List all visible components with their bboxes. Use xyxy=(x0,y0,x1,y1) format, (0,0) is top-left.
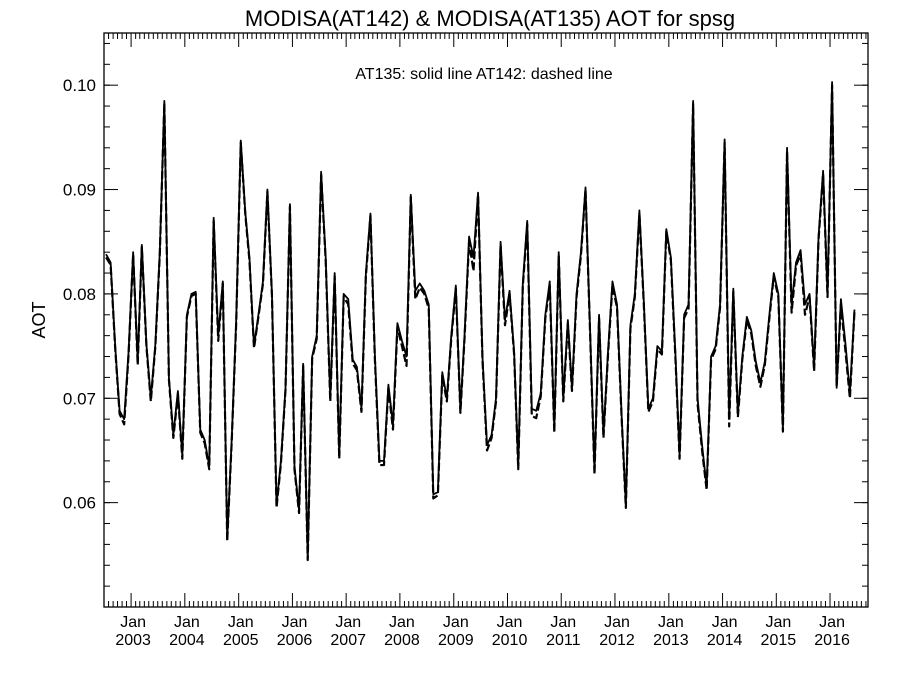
y-tick-labels: 0.06 0.07 0.08 0.09 0.10 xyxy=(63,76,96,512)
x-tick-year-label: 2006 xyxy=(277,632,313,649)
series-line-at142 xyxy=(105,84,856,562)
x-tick-year-label: 2016 xyxy=(814,632,850,649)
y-tick-label: 0.06 xyxy=(63,494,96,513)
y-tick-label: 0.09 xyxy=(63,181,96,200)
x-tick-year-label: 2008 xyxy=(384,632,420,649)
x-tick-month-label: Jan xyxy=(604,614,630,631)
y-tick-label: 0.08 xyxy=(63,285,96,304)
y-tick-label: 0.07 xyxy=(63,389,96,408)
series-legend-annotation: AT135: solid line AT142: dashed line xyxy=(355,66,612,83)
x-tick-month-label: Jan xyxy=(765,614,791,631)
x-tick-year-label: 2010 xyxy=(492,632,528,649)
plot-area-frame xyxy=(103,32,869,608)
axis-ticks xyxy=(104,33,868,608)
x-tick-year-label: 2012 xyxy=(599,632,635,649)
y-axis-label: AOT xyxy=(29,301,49,338)
y-tick-label: 0.10 xyxy=(63,76,96,95)
x-tick-month-label: Jan xyxy=(228,614,254,631)
x-tick-year-label: 2011 xyxy=(546,632,581,649)
x-tick-year-label: 2009 xyxy=(438,632,474,649)
x-tick-year-label: 2003 xyxy=(115,632,151,649)
x-tick-year-label: 2005 xyxy=(223,632,259,649)
x-tick-year-label: 2014 xyxy=(707,632,743,649)
x-tick-month-label: Jan xyxy=(335,614,361,631)
x-tick-labels: Jan2003Jan2004Jan2005Jan2006Jan2007Jan20… xyxy=(115,614,850,649)
x-tick-year-label: 2015 xyxy=(761,632,797,649)
x-tick-year-label: 2013 xyxy=(653,632,689,649)
x-tick-month-label: Jan xyxy=(712,614,738,631)
chart-title: MODISA(AT142) & MODISA(AT135) AOT for sp… xyxy=(245,6,735,31)
x-tick-month-label: Jan xyxy=(174,614,200,631)
x-tick-month-label: Jan xyxy=(819,614,845,631)
x-tick-month-label: Jan xyxy=(497,614,523,631)
x-tick-month-label: Jan xyxy=(282,614,308,631)
x-tick-month-label: Jan xyxy=(550,614,576,631)
series-lines xyxy=(105,81,856,562)
x-tick-year-label: 2007 xyxy=(330,632,366,649)
x-tick-month-label: Jan xyxy=(658,614,684,631)
x-tick-year-label: 2004 xyxy=(169,632,205,649)
x-tick-month-label: Jan xyxy=(120,614,146,631)
x-tick-month-label: Jan xyxy=(443,614,469,631)
x-tick-month-label: Jan xyxy=(389,614,415,631)
